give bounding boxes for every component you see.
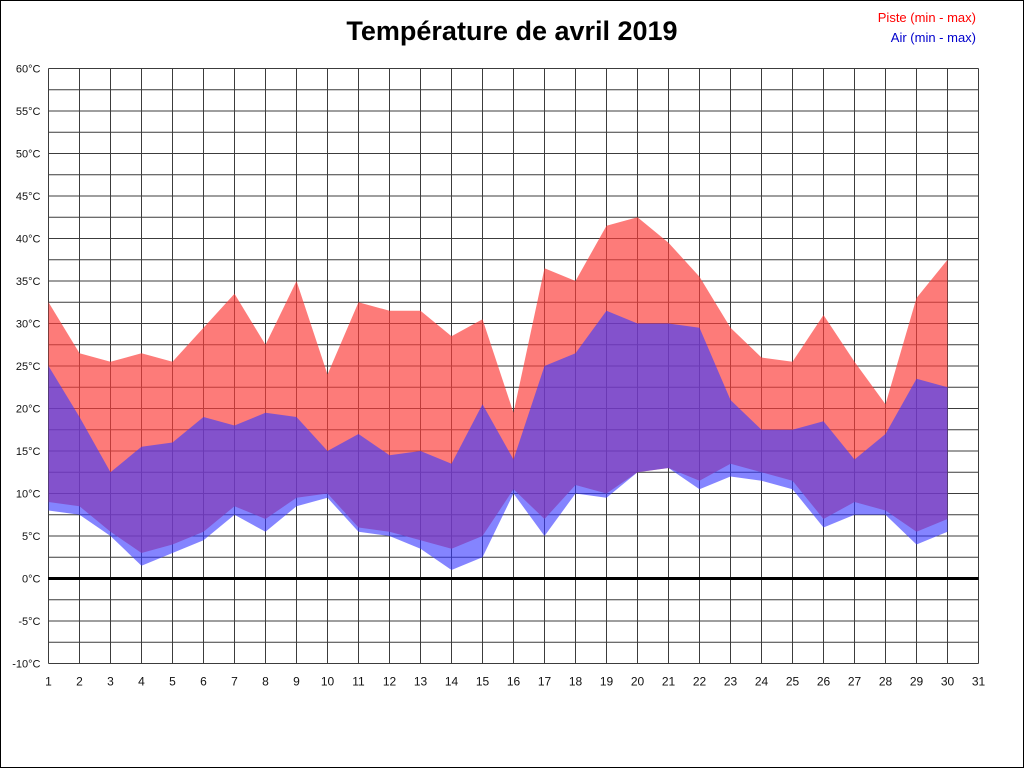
x-tick-label: 5 — [169, 675, 176, 689]
x-tick-label: 7 — [231, 675, 238, 689]
x-tick-label: 26 — [817, 675, 831, 689]
y-tick-label: 60°C — [16, 64, 41, 76]
x-tick-label: 25 — [786, 675, 800, 689]
x-tick-label: 23 — [724, 675, 738, 689]
x-tick-label: 21 — [662, 675, 676, 689]
y-tick-label: 30°C — [16, 319, 41, 331]
x-tick-label: 2 — [76, 675, 83, 689]
x-tick-label: 4 — [138, 675, 145, 689]
legend-air: Air (min - max) — [890, 30, 976, 45]
air-area — [48, 310, 948, 570]
y-tick-label: 40°C — [16, 234, 41, 246]
x-tick-label: 28 — [879, 675, 893, 689]
chart-title: Température de avril 2019 — [346, 16, 678, 46]
y-tick-label: 5°C — [22, 531, 41, 543]
y-tick-label: 50°C — [16, 149, 41, 161]
x-tick-label: 22 — [693, 675, 707, 689]
y-tick-label: 0°C — [22, 574, 41, 586]
y-tick-label: 15°C — [16, 446, 41, 458]
x-tick-label: 30 — [941, 675, 955, 689]
x-tick-label: 27 — [848, 675, 862, 689]
y-tick-label: 45°C — [16, 191, 41, 203]
x-tick-label: 29 — [910, 675, 924, 689]
x-tick-label: 13 — [414, 675, 428, 689]
y-tick-label: 35°C — [16, 276, 41, 288]
x-tick-label: 19 — [600, 675, 614, 689]
y-tick-label: 20°C — [16, 404, 41, 416]
x-tick-label: 18 — [569, 675, 583, 689]
x-tick-label: 12 — [383, 675, 397, 689]
x-axis-labels: 1 2 3 4 5 6 7 8 9 10 11 12 13 14 15 16 17 18 19 20 21 22 23 24 2… — [45, 675, 985, 689]
legend: Piste (min - max) Air (min - max) — [878, 8, 976, 48]
legend-piste: Piste (min - max) — [877, 10, 976, 25]
y-tick-label: 55°C — [16, 106, 41, 118]
x-tick-label: 8 — [262, 675, 269, 689]
x-tick-label: 9 — [293, 675, 300, 689]
x-tick-label: 20 — [631, 675, 645, 689]
x-tick-label: 17 — [538, 675, 552, 689]
y-tick-label: 10°C — [16, 489, 41, 501]
y-tick-label: -10°C — [12, 659, 40, 671]
y-tick-label: -5°C — [18, 616, 40, 628]
y-tick-label: 25°C — [16, 361, 41, 373]
x-tick-label: 15 — [476, 675, 490, 689]
x-tick-label: 6 — [200, 675, 207, 689]
y-axis-labels: 60°C 55°C 50°C 45°C 40°C 35°C 30°C 25°C 20°C 15°C… — [12, 64, 40, 671]
x-tick-label: 24 — [755, 675, 769, 689]
x-tick-label: 1 — [45, 675, 52, 689]
x-tick-label: 10 — [321, 675, 335, 689]
x-tick-label: 3 — [107, 675, 114, 689]
x-tick-label: 16 — [507, 675, 521, 689]
x-tick-label: 11 — [352, 675, 365, 689]
x-tick-label: 14 — [445, 675, 459, 689]
x-tick-label: 31 — [972, 675, 986, 689]
